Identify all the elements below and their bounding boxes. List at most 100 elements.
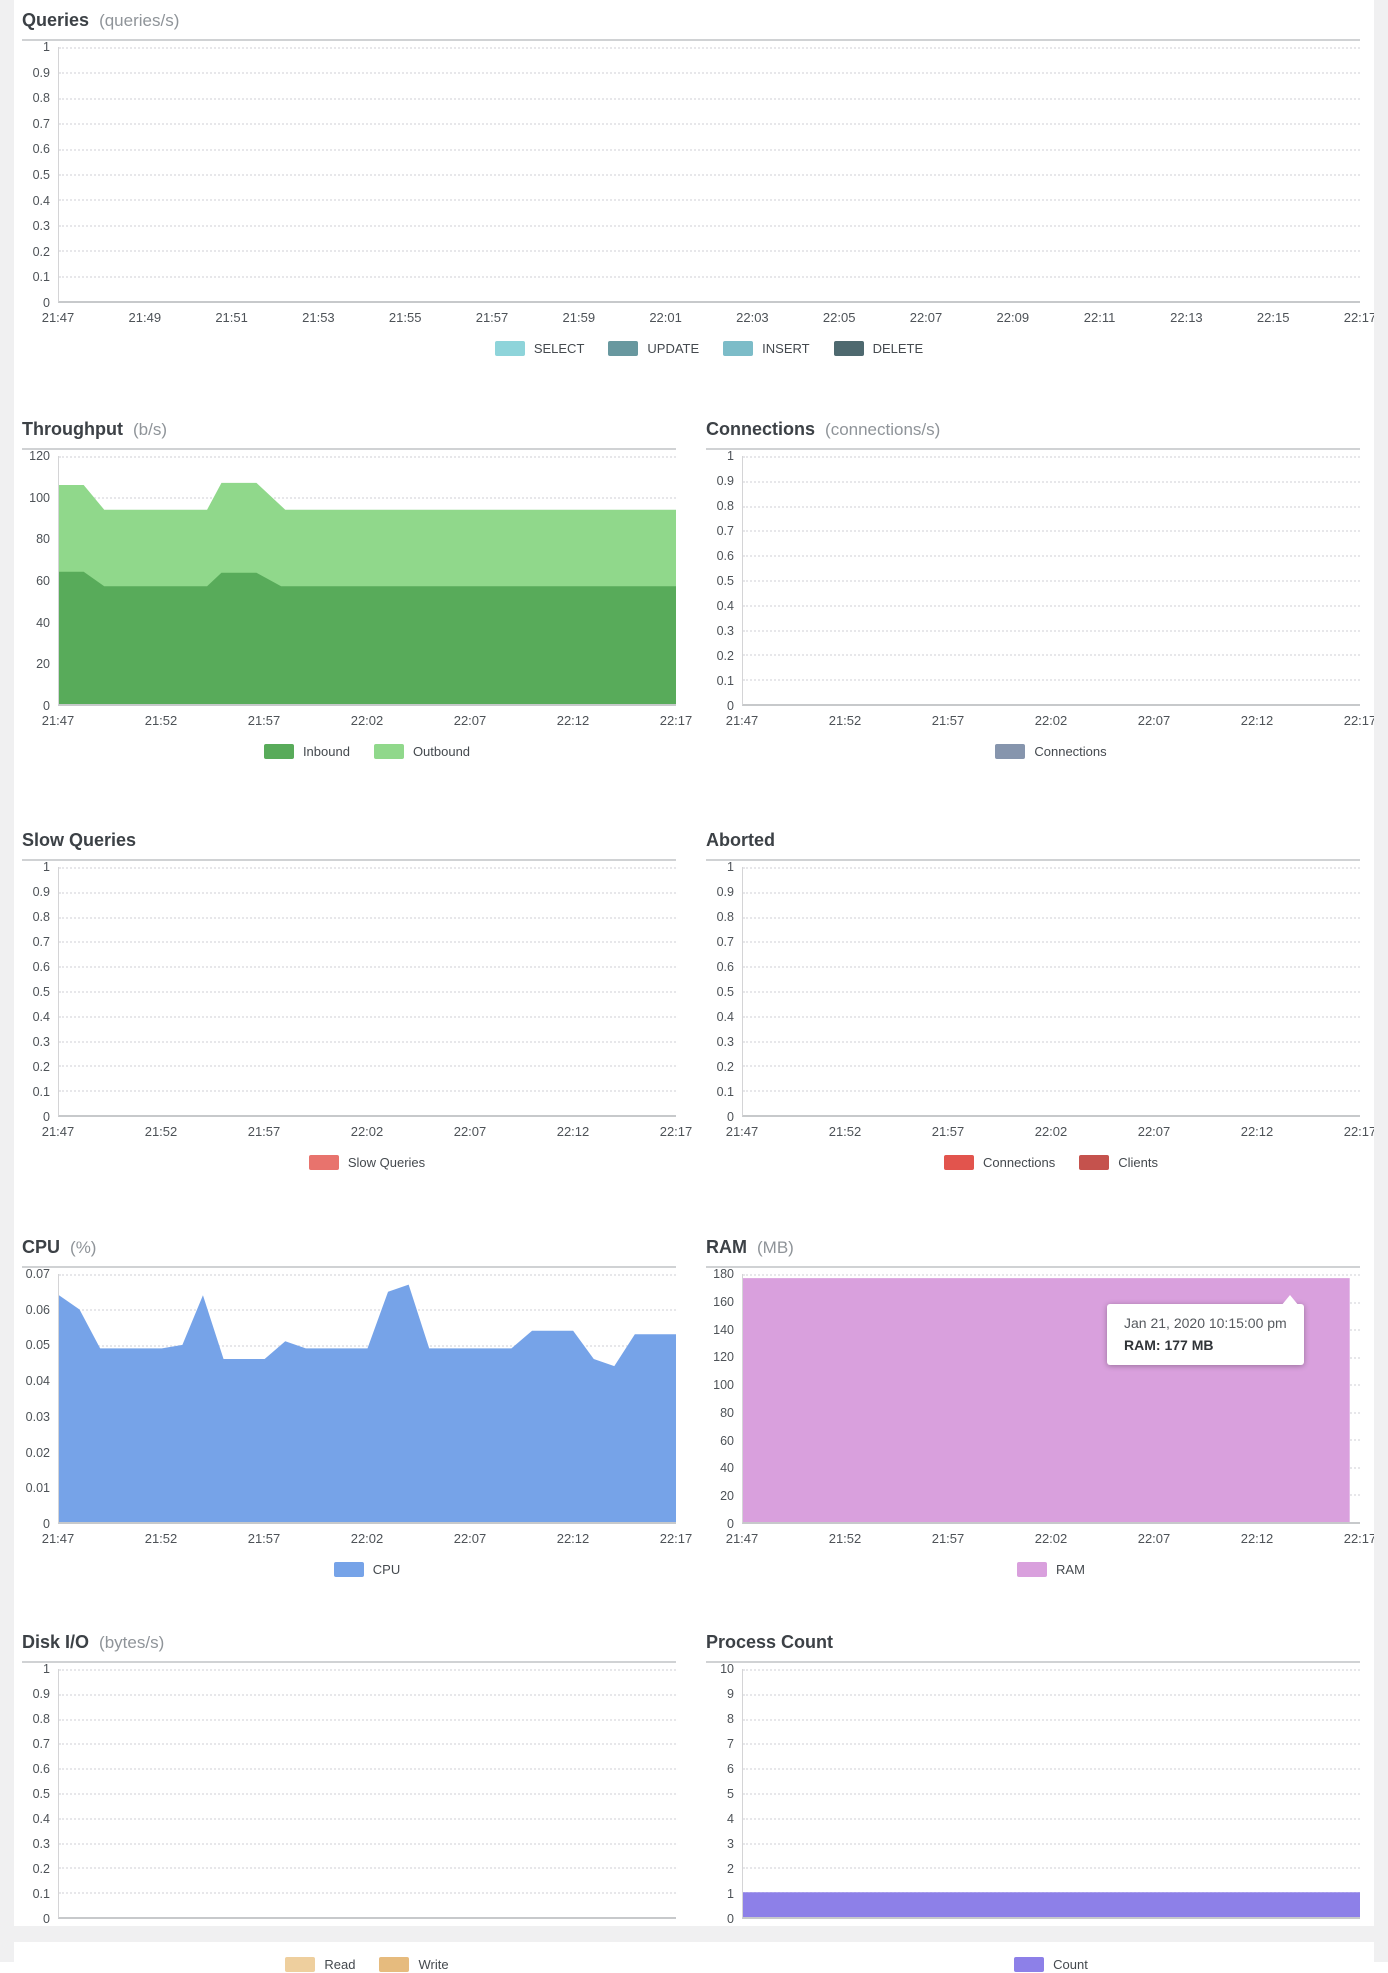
legend-item-update[interactable]: UPDATE [608,340,699,356]
y-tick-label: 1 [43,860,50,874]
chart-row-3: Slow Queries 1 0.9 0.8 0.7 0.6 0.5 0.4 0.3 0.2 0.… [22,828,1376,1171]
y-axis: 1 0.9 0.8 0.7 0.6 0.5 0.4 0.3 0.2 0.1 0 [22,1662,58,1926]
y-tick-label: 0.7 [32,935,50,949]
plot-area[interactable] [742,456,1360,706]
legend-label: Connections [982,1154,1056,1170]
x-tick-label: 22:12 [1240,713,1274,728]
x-tick-label: 22:07 [453,1531,487,1546]
plot-area[interactable] [58,47,1360,303]
y-tick-label: 0.4 [32,1812,50,1826]
y-tick-label: 80 [36,532,50,547]
plot-area[interactable]: Jan 21, 2020 10:15:00 pm RAM: 177 MB [742,1274,1360,1524]
gridline [59,1065,676,1068]
x-tick-label: 22:07 [909,310,943,325]
y-axis: 0.07 0.06 0.05 0.04 0.03 0.02 0.01 0 [22,1267,58,1531]
legend-item-select[interactable]: SELECT [494,340,584,356]
x-tick-label: 21:57 [931,713,965,728]
y-tick-label: 0.5 [32,168,50,182]
series-cpu [59,1284,676,1522]
legend-swatch [833,340,864,356]
gridline [743,1090,1360,1093]
legend: Count [742,1955,1360,1973]
x-tick-label: 22:13 [1170,310,1203,325]
plot-area[interactable] [58,867,676,1117]
plot-area[interactable] [58,456,676,706]
legend-label: Read [324,1956,356,1972]
legend-label: Connections [1034,743,1107,759]
y-tick-label: 0.6 [32,960,50,974]
legend: RAM [742,1560,1360,1578]
y-tick-label: 0.8 [32,91,50,106]
x-tick-label: 21:53 [302,310,335,325]
legend-item-slow-queries[interactable]: Slow Queries [308,1154,425,1170]
y-tick-label: 0.4 [32,193,50,208]
legend-label: Inbound [302,743,350,759]
legend-item-connections[interactable]: Connections [995,743,1107,759]
legend-item-insert[interactable]: INSERT [723,340,810,356]
y-tick-label: 80 [720,1405,734,1420]
series-count [743,1892,1360,1917]
y-tick-label: 1 [727,449,734,463]
legend-item-count[interactable]: Count [1014,1956,1088,1972]
chart-title: Connections (connections/s) [706,417,1360,442]
y-tick-label: 140 [713,1322,734,1337]
legend-item-write[interactable]: Write [379,1956,449,1972]
y-tick-label: 0 [43,1517,50,1531]
gridline [59,1793,676,1795]
legend-item-outbound[interactable]: Outbound [373,743,470,759]
x-tick-label: 21:55 [388,310,422,325]
plot-area[interactable] [58,1274,676,1524]
legend: Slow Queries [58,1153,676,1171]
gridline [59,1867,676,1870]
page-bottom-band [0,1926,1388,1942]
gridline [743,1842,1360,1845]
legend-item-cpu[interactable]: CPU [333,1561,400,1577]
y-tick-label: 0 [727,1912,734,1926]
y-tick-label: 20 [36,657,50,672]
chart-title: Queries (queries/s) [22,8,1360,33]
gridline [743,505,1360,508]
legend: Connections Clients [742,1153,1360,1171]
plot-area[interactable] [58,1669,676,1919]
legend-item-inbound[interactable]: Inbound [263,743,350,759]
gridline [59,456,676,458]
y-tick-label: 0.6 [716,549,734,563]
x-tick-label: 21:47 [41,713,75,728]
legend-label: DELETE [872,340,924,356]
legend: Connections [742,742,1360,760]
y-tick-label: 0.5 [716,985,734,999]
x-tick-label: 22:07 [453,1124,487,1139]
y-tick-label: 0.9 [32,1687,50,1701]
gridline [743,941,1360,944]
y-tick-label: 0.7 [32,116,50,131]
legend-swatch [494,340,525,356]
gridline [743,456,1360,458]
y-tick-label: 0.1 [32,1085,50,1099]
plot-wrap: 0.07 0.06 0.05 0.04 0.03 0.02 0.01 0 [22,1267,676,1531]
y-tick-label: 0 [43,1912,50,1926]
x-tick-label: 22:12 [556,713,590,728]
legend-item-clients[interactable]: Clients [1079,1154,1158,1170]
plot-area[interactable] [742,867,1360,1117]
legend-item-delete[interactable]: DELETE [833,340,924,356]
legend-item-ram[interactable]: RAM [1017,1561,1085,1577]
chart-connections: Connections (connections/s) 1 0.9 0.8 0.7 0.… [706,417,1376,760]
y-tick-label: 0.1 [716,1085,734,1099]
legend-item-read[interactable]: Read [285,1956,356,1972]
chart-title-text: Queries [22,10,90,30]
gridline [743,1867,1360,1870]
x-tick-label: 21:47 [41,310,75,325]
plot-area[interactable] [742,1669,1360,1919]
y-tick-label: 3 [727,1837,734,1851]
y-tick-label: 0.9 [32,885,50,899]
x-tick-label: 22:12 [556,1124,590,1139]
y-tick-label: 40 [36,615,50,630]
y-tick-label: 0.8 [716,499,734,513]
legend-item-connections[interactable]: Connections [943,1154,1056,1170]
y-axis: 120 100 80 60 40 20 0 [22,449,58,713]
gridline [59,275,1360,278]
y-tick-label: 9 [727,1687,734,1701]
chart-title-text: Disk I/O [22,1632,90,1652]
chart-title-text: CPU [22,1237,61,1257]
chart-aborted: Aborted 1 0.9 0.8 0.7 0.6 0.5 0.4 0.3 0.2 0.1 0 21… [706,828,1376,1171]
